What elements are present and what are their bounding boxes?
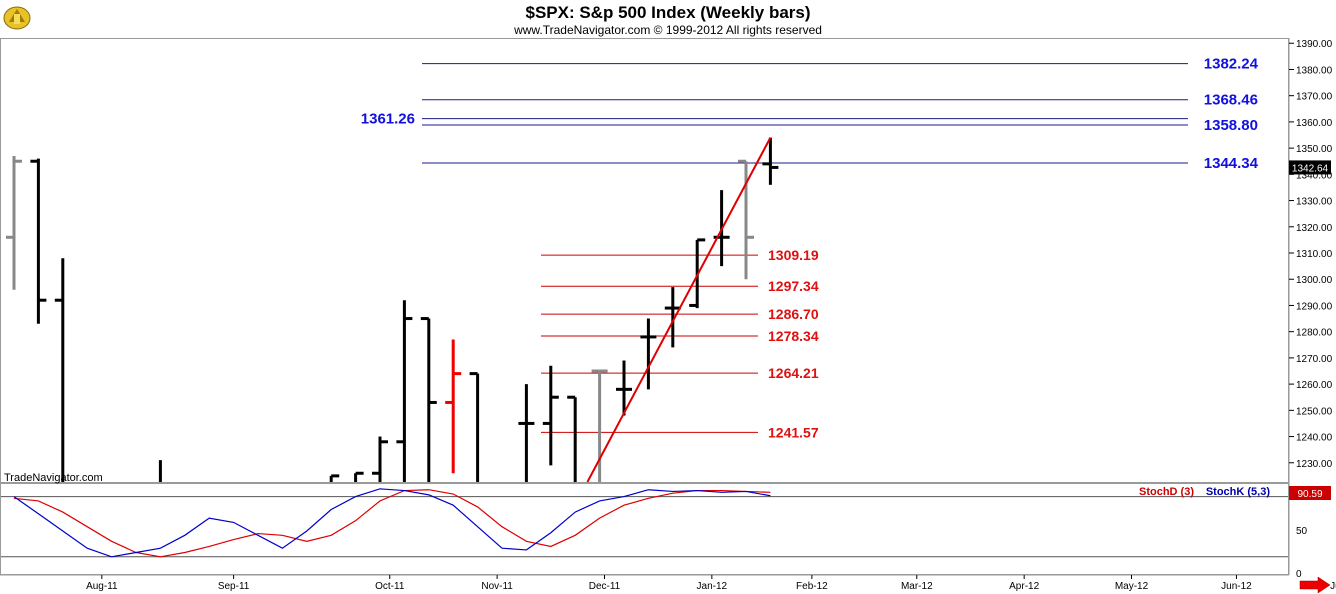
x-axis-tick-label: May-12 — [1115, 581, 1149, 592]
price-y-axis: 1230.00 1240.00 1250.00 1260.00 1270.00 1280.… — [1289, 39, 1333, 470]
y-axis-tick-label: 1270.00 — [1296, 354, 1333, 365]
chart-subtitle: www.TradeNavigator.com © 1999-2012 All r… — [513, 23, 822, 37]
watermark-text: TradeNavigator.com — [4, 472, 103, 484]
ohlc-bar — [354, 471, 364, 482]
x-axis-tick-label: Jul-12 — [1330, 581, 1336, 592]
trendline-layer — [586, 137, 772, 483]
y-axis-panel — [1289, 38, 1336, 575]
x-axis-tick-label: Feb-12 — [796, 581, 828, 592]
y-axis-tick-label: 1390.00 — [1296, 39, 1333, 50]
y-axis-tick-label: 1280.00 — [1296, 328, 1333, 339]
stoch-series-line — [13, 488, 771, 558]
y-axis-tick-label: 1260.00 — [1296, 380, 1333, 391]
ohlc-bar — [567, 395, 577, 482]
chart-title: $SPX: S&p 500 Index (Weekly bars) — [525, 3, 810, 22]
ohlc-bar — [640, 318, 657, 390]
stoch-d-legend: StochD (3) — [1139, 486, 1194, 498]
last-price-tag: 1342.64 — [1289, 160, 1331, 175]
x-axis-tick-label: Oct-11 — [375, 581, 405, 592]
y-axis-tick-label: 1350.00 — [1296, 144, 1333, 155]
ohlc-bar — [762, 137, 779, 185]
y-axis-tick-label: 1300.00 — [1296, 275, 1333, 286]
ohlc-bar — [518, 384, 535, 482]
ohlc-bar — [30, 158, 47, 324]
x-axis-tick-label: Nov-11 — [481, 581, 513, 592]
date-x-axis: Aug-11 Sep-11 Oct-11 Nov-11 Dec-11 Jan-12 Feb-… — [0, 574, 1336, 592]
ohlc-bar — [542, 365, 559, 466]
y-axis-tick-label: 1240.00 — [1296, 433, 1333, 444]
red-level-label: 1264.21 — [768, 365, 819, 381]
bars-layer — [6, 137, 779, 482]
x-axis-tick-label: Jan-12 — [697, 581, 728, 592]
y-axis-tick-label: 1370.00 — [1296, 92, 1333, 103]
levels-layer: 1382.24 1368.46 1361.26 1358.80 1344.34 1309.… — [361, 56, 1259, 441]
blue-level-label: 1344.34 — [1204, 155, 1259, 172]
right-arrow-icon[interactable] — [1299, 576, 1331, 594]
blue-level-label: 1361.26 — [361, 111, 415, 128]
x-axis-tick-label: Jun-12 — [1221, 581, 1252, 592]
ohlc-bar — [738, 159, 754, 280]
stoch-last-value: 90.59 — [1297, 489, 1322, 500]
y-axis-tick-label: 1360.00 — [1296, 118, 1333, 129]
y-axis-tick-label: 1320.00 — [1296, 223, 1333, 234]
ohlc-bar — [6, 155, 22, 290]
red-level-label: 1297.34 — [768, 278, 819, 294]
y-axis-tick-label: 1330.00 — [1296, 197, 1333, 208]
ohlc-bar — [420, 317, 437, 482]
ohlc-bar — [469, 372, 480, 482]
red-level-label: 1278.34 — [768, 328, 819, 344]
red-level-label: 1309.19 — [768, 247, 819, 263]
ohlc-bar — [445, 339, 462, 474]
ohlc-bar — [54, 258, 65, 482]
red-level-label: 1241.57 — [768, 424, 819, 440]
y-axis-tick-label: 1290.00 — [1296, 301, 1333, 312]
stoch-series-line — [13, 489, 771, 558]
stoch-y-tick-label: 0 — [1296, 569, 1302, 580]
y-axis-tick-label: 1310.00 — [1296, 249, 1333, 260]
ohlc-bar — [591, 369, 608, 482]
x-axis-tick-label: Aug-11 — [86, 581, 118, 592]
x-axis-tick-label: Dec-11 — [589, 581, 621, 592]
ohlc-bar — [616, 360, 632, 416]
stoch-y-tick-label: 50 — [1296, 526, 1308, 537]
blue-level-label: 1358.80 — [1204, 117, 1258, 134]
stoch-k-legend: StochK (5,3) — [1206, 486, 1271, 498]
ohlc-bar — [329, 474, 340, 482]
stoch-value-tag: 90.59 — [1289, 486, 1331, 500]
y-axis-tick-label: 1340.00 — [1296, 170, 1333, 181]
y-axis-tick-label: 1230.00 — [1296, 459, 1333, 470]
y-axis-tick-label: 1380.00 — [1296, 65, 1333, 76]
stoch-value-tag-background — [1289, 486, 1331, 500]
blue-level-label: 1368.46 — [1204, 92, 1258, 109]
last-price-tag-background — [1289, 160, 1331, 175]
y-axis-tick-label: 1250.00 — [1296, 406, 1333, 417]
red-level-label: 1286.70 — [768, 306, 819, 322]
blue-level-label: 1382.24 — [1204, 56, 1259, 73]
ohlc-bar — [372, 436, 388, 482]
last-price-value: 1342.64 — [1292, 163, 1329, 174]
trade-navigator-logo-icon — [3, 6, 31, 30]
x-axis-tick-label: Sep-11 — [218, 581, 250, 592]
ohlc-bar — [396, 300, 413, 482]
x-axis-tick-label: Apr-12 — [1009, 581, 1039, 592]
trendline — [586, 137, 772, 483]
x-axis-tick-label: Mar-12 — [901, 581, 933, 592]
